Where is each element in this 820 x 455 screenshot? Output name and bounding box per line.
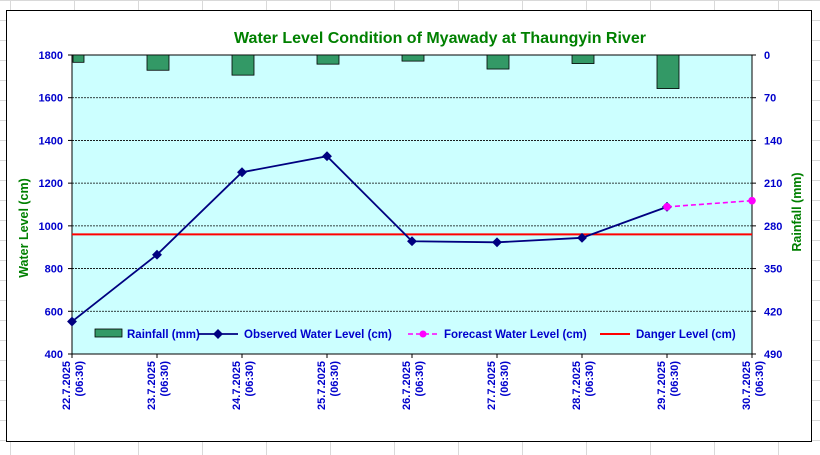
observed-line	[71, 155, 668, 323]
legend-label: Rainfall (mm)	[127, 329, 200, 341]
legend-label: Forecast Water Level (cm)	[444, 329, 587, 341]
y2-tick-label: 490	[764, 349, 782, 361]
rainfall-bar	[486, 54, 510, 70]
x-tick-label: 27.7.2025(06:30)	[486, 361, 511, 410]
x-tick-label: 26.7.2025(06:30)	[401, 361, 426, 410]
y2-tick-label: 420	[764, 306, 782, 318]
rainfall-bar	[401, 54, 425, 62]
y2-axis-label: Rainfall (mm)	[790, 172, 804, 251]
y2-tick-label: 140	[764, 135, 782, 147]
y-tick-label: 1200	[39, 178, 63, 190]
observed-point	[407, 236, 417, 247]
rainfall-bar	[571, 54, 595, 64]
forecast-line	[666, 199, 753, 208]
observed-point	[322, 151, 332, 162]
y-tick-label: 1800	[39, 50, 63, 62]
legend-label: Danger Level (cm)	[636, 329, 736, 341]
rainfall-bar	[146, 54, 170, 71]
x-tick-label: 23.7.2025(06:30)	[146, 361, 171, 410]
forecast-point	[663, 203, 671, 211]
rainfall-bar	[231, 54, 255, 76]
x-tick-label: 22.7.2025(06:30)	[61, 361, 86, 410]
legend-forecast-marker	[419, 330, 427, 338]
y2-tick-label: 280	[764, 221, 782, 233]
legend: Rainfall (mm) Observed Water Level (cm) Fo…	[94, 328, 736, 341]
legend-rainfall-swatch	[94, 328, 123, 338]
observed-point	[492, 237, 502, 248]
observed-point	[237, 167, 247, 178]
plot-layer: 400 600 800 1000 1200 1400 1600 1800 0 70 140 210 28…	[39, 50, 783, 410]
x-tick-label: 30.7.2025(06:30)	[741, 361, 766, 410]
chart-title: Water Level Condition of Myawady at Thau…	[234, 30, 646, 47]
y-tick-label: 800	[45, 264, 63, 276]
rainfall-bar	[656, 54, 680, 89]
y2-tick-label: 350	[764, 264, 782, 276]
forecast-point	[748, 196, 756, 205]
x-tick-label: 25.7.2025(06:30)	[316, 361, 341, 410]
y2-tick-label: 70	[764, 93, 776, 105]
rainfall-bar	[72, 54, 85, 63]
plot-background	[71, 54, 753, 355]
y-tick-label: 400	[45, 349, 63, 361]
rainfall-bar	[316, 54, 340, 65]
x-tick-label: 24.7.2025(06:30)	[231, 361, 256, 410]
y-tick-label: 1600	[39, 93, 63, 105]
y-tick-label: 600	[45, 306, 63, 318]
observed-point	[577, 232, 587, 243]
y-tick-label: 1400	[39, 135, 63, 147]
y2-tick-label: 0	[764, 50, 770, 62]
y-tick-label: 1000	[39, 221, 63, 233]
y2-tick-label: 210	[764, 178, 782, 190]
x-tick-label: 29.7.2025(06:30)	[656, 361, 681, 410]
x-tick-label: 28.7.2025(06:30)	[571, 361, 596, 410]
legend-label: Observed Water Level (cm)	[244, 329, 392, 341]
observed-point	[152, 249, 162, 260]
y-axis-label: Water Level (cm)	[17, 178, 31, 278]
legend-observed-marker	[213, 329, 223, 339]
